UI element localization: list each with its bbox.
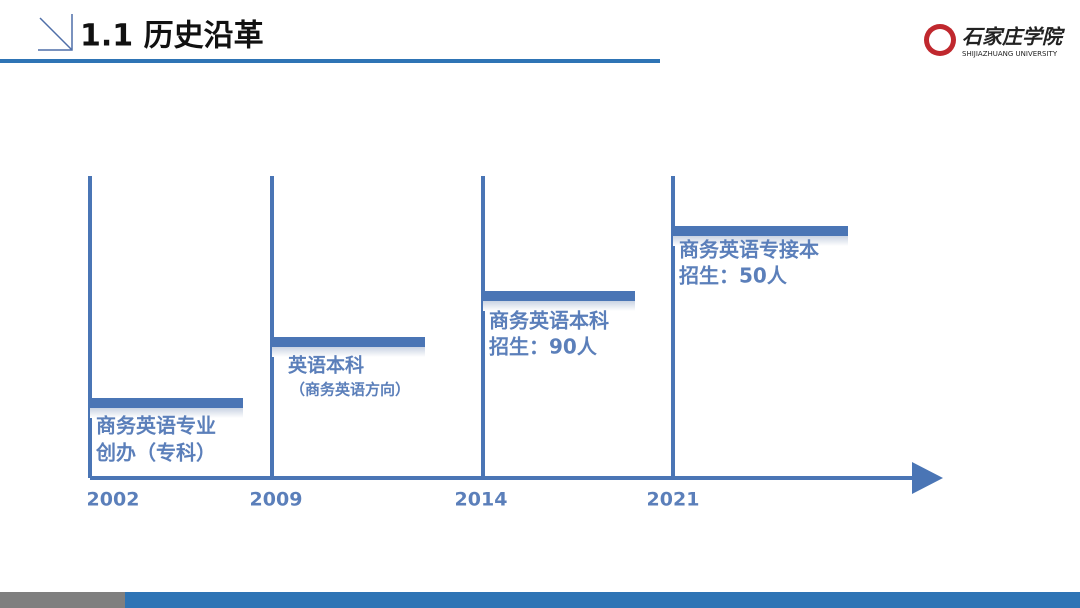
axis-arrow: [912, 462, 943, 494]
footer-bar: [0, 592, 125, 608]
year-label: 2014: [455, 489, 508, 511]
milestone-text: 招生：90人: [489, 335, 598, 359]
step-shadow: [673, 236, 848, 246]
step-shadow: [90, 408, 243, 418]
year-label: 2021: [647, 489, 700, 511]
logo-subtitle: SHIJIAZHUANG UNIVERSITY: [962, 50, 1058, 58]
milestone-text: 英语本科: [288, 354, 364, 377]
step-shadow: [483, 301, 635, 311]
year-label: 2009: [250, 489, 303, 511]
step-bar: [483, 291, 635, 301]
step-bar: [90, 398, 243, 408]
step-bar: [673, 226, 848, 236]
title-icon: [38, 14, 73, 51]
step-bar: [272, 337, 425, 347]
title: 1.1 历史沿革: [80, 19, 264, 54]
year-label: 2002: [87, 489, 140, 511]
milestone-text: 招生：50人: [679, 264, 788, 288]
logo-emblem: [929, 29, 951, 51]
milestone-text: 创办（专科）: [95, 441, 216, 465]
footer-bar: [125, 592, 1080, 608]
milestone-text: 商务英语本科: [489, 309, 609, 333]
milestone-text: （商务英语方向）: [290, 381, 410, 399]
logo-name: 石家庄学院: [962, 25, 1066, 49]
step-shadow: [272, 347, 425, 357]
title-icon: [39, 17, 73, 51]
title-underline: [0, 59, 660, 63]
milestone-text: 商务英语专业: [96, 414, 216, 438]
milestone-text: 商务英语专接本: [679, 238, 819, 262]
